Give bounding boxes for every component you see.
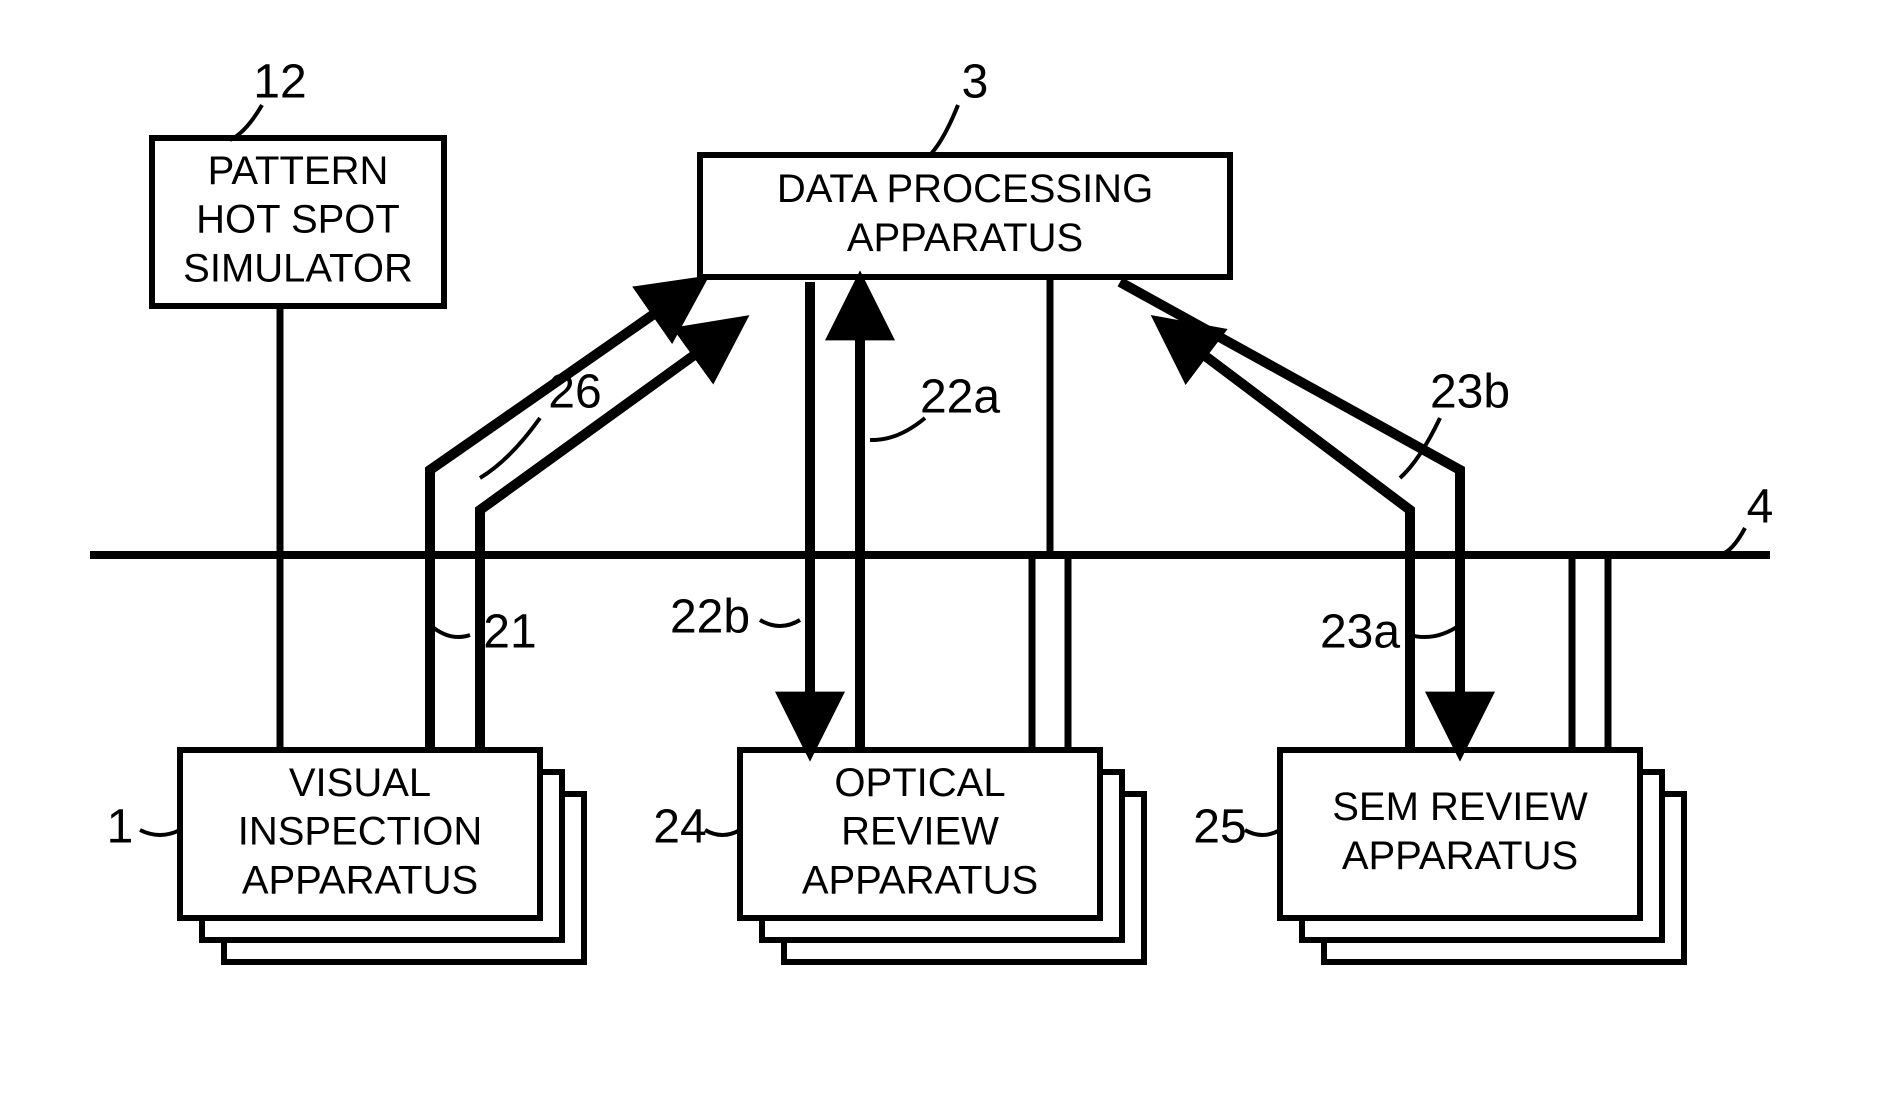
- ref-number: 1: [107, 801, 134, 854]
- flow-label: 26: [548, 366, 601, 419]
- ref-number: 24: [653, 801, 706, 854]
- leader: [430, 625, 470, 637]
- data_proc-label: APPARATUS: [847, 216, 1083, 260]
- simulator-label: PATTERN: [208, 149, 389, 193]
- flow-23b: [1160, 322, 1410, 750]
- data_proc-box: DATA PROCESSING APPARATUS: [700, 155, 1230, 277]
- leader: [140, 830, 180, 835]
- optical-label: OPTICAL: [834, 761, 1005, 805]
- leader: [760, 620, 800, 626]
- ref-label: 12: [230, 56, 307, 140]
- flow-label: 23a: [1320, 606, 1400, 659]
- ref-number: 3: [962, 56, 989, 109]
- simulator-label: SIMULATOR: [183, 246, 413, 290]
- optical-label: REVIEW: [841, 810, 999, 854]
- ref-label: 25: [1193, 801, 1280, 854]
- flow-label: 22b: [670, 591, 750, 644]
- sem-box: SEM REVIEW APPARATUS: [1280, 750, 1684, 962]
- leader: [230, 105, 262, 140]
- visual-label: INSPECTION: [238, 810, 482, 854]
- flow-26: [480, 322, 740, 750]
- flow-21: [430, 282, 700, 750]
- optical-label: APPARATUS: [802, 858, 1038, 902]
- leader: [1410, 625, 1460, 637]
- simulator-box: PATTERN HOT SPOTSIMULATOR: [152, 138, 444, 306]
- ref-label: 4: [1720, 481, 1773, 555]
- ref-number: 12: [253, 56, 306, 109]
- ref-number: 25: [1193, 801, 1246, 854]
- leader: [930, 105, 958, 155]
- ref-label: 24: [653, 801, 740, 854]
- data_proc-label: DATA PROCESSING: [777, 167, 1153, 211]
- leader: [870, 418, 925, 440]
- optical-box: OPTICAL REVIEWAPPARATUS: [740, 750, 1144, 962]
- flow-label: 22a: [920, 371, 1000, 424]
- leader: [705, 830, 740, 835]
- flows: 21 26 22a 22b 23b 23a: [430, 282, 1510, 750]
- simulator-label: HOT SPOT: [196, 198, 400, 242]
- visual-label: VISUAL: [289, 761, 431, 805]
- visual-label: APPARATUS: [242, 858, 478, 902]
- flow-label: 23b: [1430, 366, 1510, 419]
- leader: [1245, 830, 1280, 835]
- ref-number: 4: [1747, 481, 1774, 534]
- flow-label: 21: [483, 606, 536, 659]
- sem-label: APPARATUS: [1342, 834, 1578, 878]
- visual-box: VISUAL INSPECTIONAPPARATUS: [180, 750, 584, 962]
- sem-label: SEM REVIEW: [1332, 785, 1588, 829]
- leader: [1720, 528, 1745, 555]
- ref-label: 3: [930, 56, 988, 155]
- ref-label: 1: [107, 801, 180, 854]
